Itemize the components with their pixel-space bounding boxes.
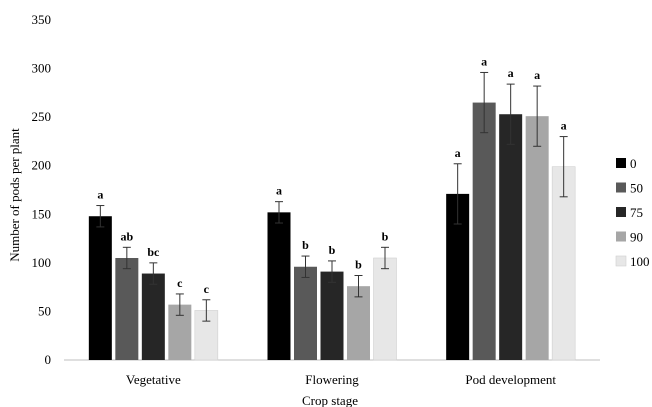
bar — [267, 212, 291, 360]
bar — [320, 271, 344, 360]
bar — [499, 114, 523, 360]
y-tick-label: 200 — [32, 158, 52, 173]
significance-letter: c — [177, 276, 183, 290]
bar — [141, 273, 165, 360]
bar — [88, 216, 112, 360]
legend-swatch — [615, 255, 627, 267]
category-label: Pod development — [465, 372, 556, 387]
y-tick-label: 0 — [45, 352, 52, 367]
y-axis-title: Number of pods per plant — [7, 128, 22, 262]
significance-letter: a — [481, 54, 487, 68]
significance-letter: a — [276, 184, 282, 198]
legend-label: 90 — [630, 230, 643, 245]
y-tick-label: 350 — [32, 12, 52, 27]
legend-swatch — [616, 207, 626, 217]
significance-letter: ab — [120, 229, 133, 243]
bar — [472, 102, 496, 361]
bar — [525, 116, 549, 361]
bar — [168, 304, 192, 360]
category-label: Vegetative — [126, 372, 181, 387]
y-axis-ticks: 0 50 100 150 200 250 300 350 — [32, 12, 52, 367]
bar — [115, 258, 139, 360]
significance-letter: a — [508, 66, 514, 80]
category-labels: Vegetative Flowering Pod development — [126, 372, 556, 387]
significance-letter: b — [382, 229, 389, 243]
bar — [347, 286, 370, 360]
y-tick-label: 50 — [38, 303, 51, 318]
significance-letter: b — [355, 257, 362, 271]
legend-label: 50 — [630, 181, 643, 196]
x-axis-title: Crop stage — [302, 393, 358, 407]
bar — [294, 266, 317, 360]
significance-letter: a — [534, 68, 540, 82]
legend-swatch — [616, 158, 626, 168]
legend-label: 75 — [630, 205, 643, 220]
legend-label: 100 — [630, 254, 650, 269]
category-label: Flowering — [305, 372, 359, 387]
legend-swatch — [616, 182, 626, 193]
bar — [373, 257, 397, 361]
significance-letter: c — [204, 282, 210, 296]
y-tick-label: 150 — [32, 206, 52, 221]
significance-letter: b — [302, 238, 309, 252]
y-tick-label: 100 — [32, 255, 52, 270]
significance-letter: b — [329, 243, 336, 257]
significance-letter: a — [561, 119, 567, 133]
legend-label: 0 — [630, 156, 637, 171]
y-tick-label: 300 — [32, 61, 52, 76]
legend: 0 50 75 90 100 — [615, 156, 650, 269]
y-tick-label: 250 — [32, 109, 52, 124]
legend-swatch — [616, 231, 626, 242]
bar — [446, 193, 470, 360]
significance-letter: bc — [147, 245, 160, 259]
significance-letter: a — [455, 146, 461, 160]
significance-letter: a — [97, 188, 103, 202]
